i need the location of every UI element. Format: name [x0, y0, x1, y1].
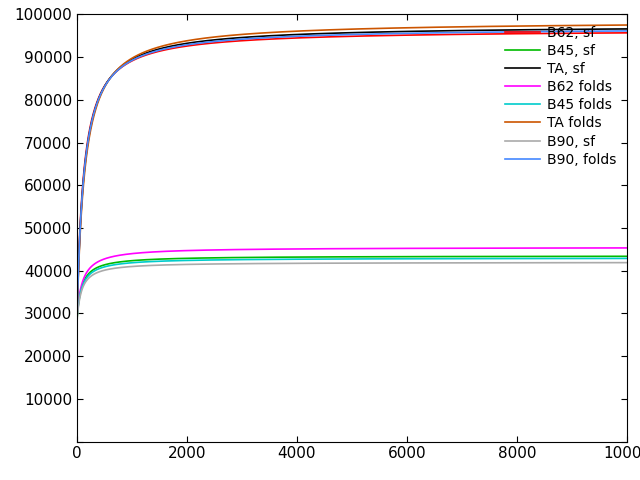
B62 folds: [181, 248, 189, 253]
Line: B62, sf: B62, sf: [77, 33, 627, 324]
B62, sf: [181, 44, 189, 49]
TA folds: [73, 324, 81, 329]
B90, sf: [76, 298, 83, 304]
B90, folds: [106, 76, 113, 82]
B45, sf: [342, 254, 349, 260]
Line: B90, folds: B90, folds: [77, 31, 627, 326]
B45, sf: [96, 264, 104, 269]
TA folds: [623, 22, 631, 28]
B62, sf: [342, 34, 349, 39]
B45 folds: [594, 255, 602, 261]
Legend: B62, sf, B45, sf, TA, sf, B62 folds, B45 folds, TA folds, B90, sf, B90, folds: B62, sf, B45, sf, TA, sf, B62 folds, B45…: [501, 21, 620, 171]
B62 folds: [594, 245, 602, 251]
TA folds: [342, 26, 349, 32]
B90, sf: [342, 260, 349, 266]
TA folds: [594, 23, 602, 28]
TA folds: [106, 76, 113, 82]
B45 folds: [106, 263, 113, 268]
Line: TA folds: TA folds: [77, 25, 627, 326]
B45, sf: [106, 261, 113, 266]
B45, sf: [181, 255, 189, 261]
B90, sf: [594, 260, 602, 265]
B62 folds: [96, 258, 104, 264]
B90, sf: [623, 260, 631, 265]
B62, sf: [96, 93, 104, 98]
B45, sf: [623, 253, 631, 259]
Line: B62 folds: B62 folds: [77, 248, 627, 318]
B90, sf: [106, 266, 113, 272]
B45 folds: [623, 255, 631, 261]
Line: B90, sf: B90, sf: [77, 263, 627, 324]
B45 folds: [76, 296, 83, 301]
B90, folds: [594, 28, 602, 34]
TA, sf: [73, 321, 81, 327]
B45 folds: [73, 317, 81, 323]
Line: B45, sf: B45, sf: [77, 256, 627, 322]
B62, sf: [106, 76, 113, 82]
B90, sf: [181, 262, 189, 267]
TA, sf: [76, 244, 83, 250]
B45 folds: [96, 265, 104, 271]
B45, sf: [76, 295, 83, 301]
B90, folds: [96, 94, 104, 99]
TA, sf: [623, 26, 631, 32]
B90, sf: [96, 269, 104, 275]
TA folds: [76, 249, 83, 255]
Line: B45 folds: B45 folds: [77, 258, 627, 320]
Line: TA, sf: TA, sf: [77, 29, 627, 324]
TA, sf: [342, 30, 349, 36]
TA folds: [181, 38, 189, 44]
B90, sf: [73, 321, 81, 327]
B62 folds: [342, 246, 349, 252]
B62 folds: [76, 293, 83, 299]
TA folds: [96, 95, 104, 101]
B90, folds: [76, 244, 83, 250]
B62 folds: [106, 254, 113, 260]
B62, sf: [594, 30, 602, 36]
B45, sf: [73, 319, 81, 325]
B62, sf: [623, 30, 631, 36]
TA, sf: [96, 94, 104, 99]
B62 folds: [623, 245, 631, 251]
B62 folds: [73, 315, 81, 321]
B90, folds: [181, 42, 189, 48]
B90, folds: [73, 324, 81, 329]
B62, sf: [73, 321, 81, 327]
B62, sf: [76, 241, 83, 247]
B90, folds: [623, 28, 631, 34]
TA, sf: [181, 41, 189, 47]
B45 folds: [342, 256, 349, 262]
B90, folds: [342, 32, 349, 37]
TA, sf: [594, 26, 602, 32]
B45, sf: [594, 253, 602, 259]
B45 folds: [181, 258, 189, 264]
TA, sf: [106, 75, 113, 81]
